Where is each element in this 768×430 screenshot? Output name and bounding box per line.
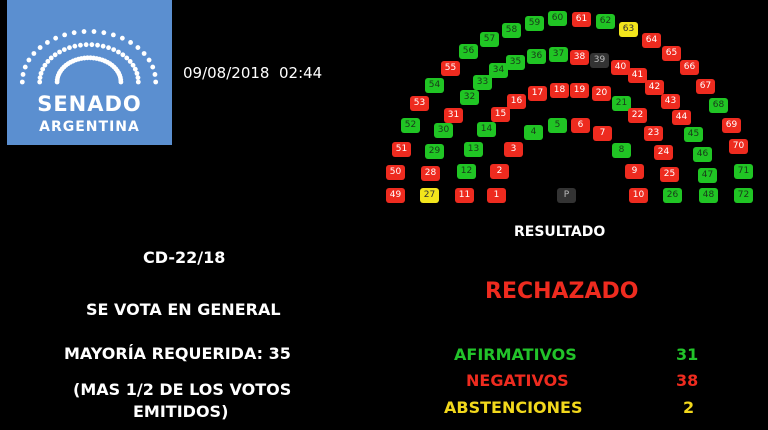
seat-14-afirmativo: 14 (477, 122, 496, 137)
tally-abstenciones-value: 2 (683, 398, 695, 417)
seat-61-negativo: 61 (572, 12, 591, 27)
seat-7-negativo: 7 (593, 126, 612, 141)
seat-4-afirmativo: 4 (524, 125, 543, 140)
seat-41-negativo: 41 (628, 68, 647, 83)
seat-5-afirmativo: 5 (548, 118, 567, 133)
seat-30-afirmativo: 30 (434, 123, 453, 138)
seat-70-negativo: 70 (729, 139, 748, 154)
tally-afirmativos-label: AFIRMATIVOS (454, 345, 577, 364)
seat-58-afirmativo: 58 (502, 23, 521, 38)
seat-56-afirmativo: 56 (459, 44, 478, 59)
seat-47-afirmativo: 47 (698, 168, 717, 183)
seat-67-negativo: 67 (696, 79, 715, 94)
result-value: RECHAZADO (485, 279, 639, 304)
majority-note-2: EMITIDOS) (133, 402, 229, 421)
datetime: 09/08/2018 02:44 (183, 64, 323, 82)
seat-50-negativo: 50 (386, 165, 405, 180)
seat-21-afirmativo: 21 (612, 96, 631, 111)
seat-22-negativo: 22 (628, 108, 647, 123)
seat-44-negativo: 44 (672, 110, 691, 125)
seat-38-negativo: 38 (570, 50, 589, 65)
seat-65-negativo: 65 (662, 46, 681, 61)
seat-1-negativo: 1 (487, 188, 506, 203)
seat-46-afirmativo: 46 (693, 147, 712, 162)
seat-6-negativo: 6 (571, 118, 590, 133)
seat-57-afirmativo: 57 (480, 32, 499, 47)
seat-26-afirmativo: 26 (663, 188, 682, 203)
seat-66-negativo: 66 (680, 60, 699, 75)
seat-54-afirmativo: 54 (425, 78, 444, 93)
tally-afirmativos-value: 31 (676, 345, 699, 364)
seat-39-ausente: 39 (590, 53, 609, 68)
seat-19-negativo: 19 (570, 83, 589, 98)
seat-29-afirmativo: 29 (425, 144, 444, 159)
majority-note-1: (MAS 1/2 DE LOS VOTOS (73, 380, 292, 399)
seat-51-negativo: 51 (392, 142, 411, 157)
president-seat: P (557, 188, 576, 203)
seat-59-afirmativo: 59 (525, 16, 544, 31)
seat-63-abstencion: 63 (619, 22, 638, 37)
hemicycle-logo-icon (19, 29, 159, 85)
seat-13-afirmativo: 13 (464, 142, 483, 157)
seat-72-afirmativo: 72 (734, 188, 753, 203)
seat-40-negativo: 40 (611, 60, 630, 75)
seat-27-abstencion: 27 (420, 188, 439, 203)
seat-2-negativo: 2 (490, 164, 509, 179)
seat-49-negativo: 49 (386, 188, 405, 203)
seat-33-afirmativo: 33 (473, 75, 492, 90)
seat-28-negativo: 28 (421, 166, 440, 181)
seat-43-negativo: 43 (661, 94, 680, 109)
logo-line2: ARGENTINA (39, 119, 140, 135)
result-label: RESULTADO (514, 224, 606, 240)
seat-55-negativo: 55 (441, 61, 460, 76)
seat-9-negativo: 9 (625, 164, 644, 179)
seat-68-afirmativo: 68 (709, 98, 728, 113)
seat-3-negativo: 3 (504, 142, 523, 157)
seat-17-negativo: 17 (528, 86, 547, 101)
seat-62-afirmativo: 62 (596, 14, 615, 29)
seat-24-negativo: 24 (654, 145, 673, 160)
vote-type: SE VOTA EN GENERAL (86, 300, 281, 319)
seat-69-negativo: 69 (722, 118, 741, 133)
seat-48-afirmativo: 48 (699, 188, 718, 203)
seat-36-afirmativo: 36 (527, 49, 546, 64)
seat-32-afirmativo: 32 (460, 90, 479, 105)
seat-25-negativo: 25 (660, 167, 679, 182)
seat-52-afirmativo: 52 (401, 118, 420, 133)
seat-64-negativo: 64 (642, 33, 661, 48)
seat-71-afirmativo: 71 (734, 164, 753, 179)
seat-42-negativo: 42 (645, 80, 664, 95)
bill-number: CD-22/18 (143, 248, 226, 267)
seat-11-negativo: 11 (455, 188, 474, 203)
seat-15-negativo: 15 (491, 107, 510, 122)
seat-45-afirmativo: 45 (684, 127, 703, 142)
seat-12-afirmativo: 12 (457, 164, 476, 179)
tally-negativos-label: NEGATIVOS (466, 371, 569, 390)
majority-required: MAYORÍA REQUERIDA: 35 (64, 344, 291, 363)
tally-abstenciones-label: ABSTENCIONES (444, 398, 583, 417)
seat-20-negativo: 20 (592, 86, 611, 101)
seat-18-negativo: 18 (550, 83, 569, 98)
seat-23-negativo: 23 (644, 126, 663, 141)
seat-53-negativo: 53 (410, 96, 429, 111)
seat-10-negativo: 10 (629, 188, 648, 203)
seat-8-afirmativo: 8 (612, 143, 631, 158)
seat-60-afirmativo: 60 (548, 11, 567, 26)
seat-31-negativo: 31 (444, 108, 463, 123)
seat-34-afirmativo: 34 (489, 63, 508, 78)
logo-line1: SENADO (37, 92, 142, 116)
seat-16-negativo: 16 (507, 94, 526, 109)
tally-negativos-value: 38 (676, 371, 699, 390)
senado-logo: SENADO ARGENTINA (7, 0, 172, 145)
seat-35-afirmativo: 35 (506, 55, 525, 70)
seat-37-afirmativo: 37 (549, 47, 568, 62)
